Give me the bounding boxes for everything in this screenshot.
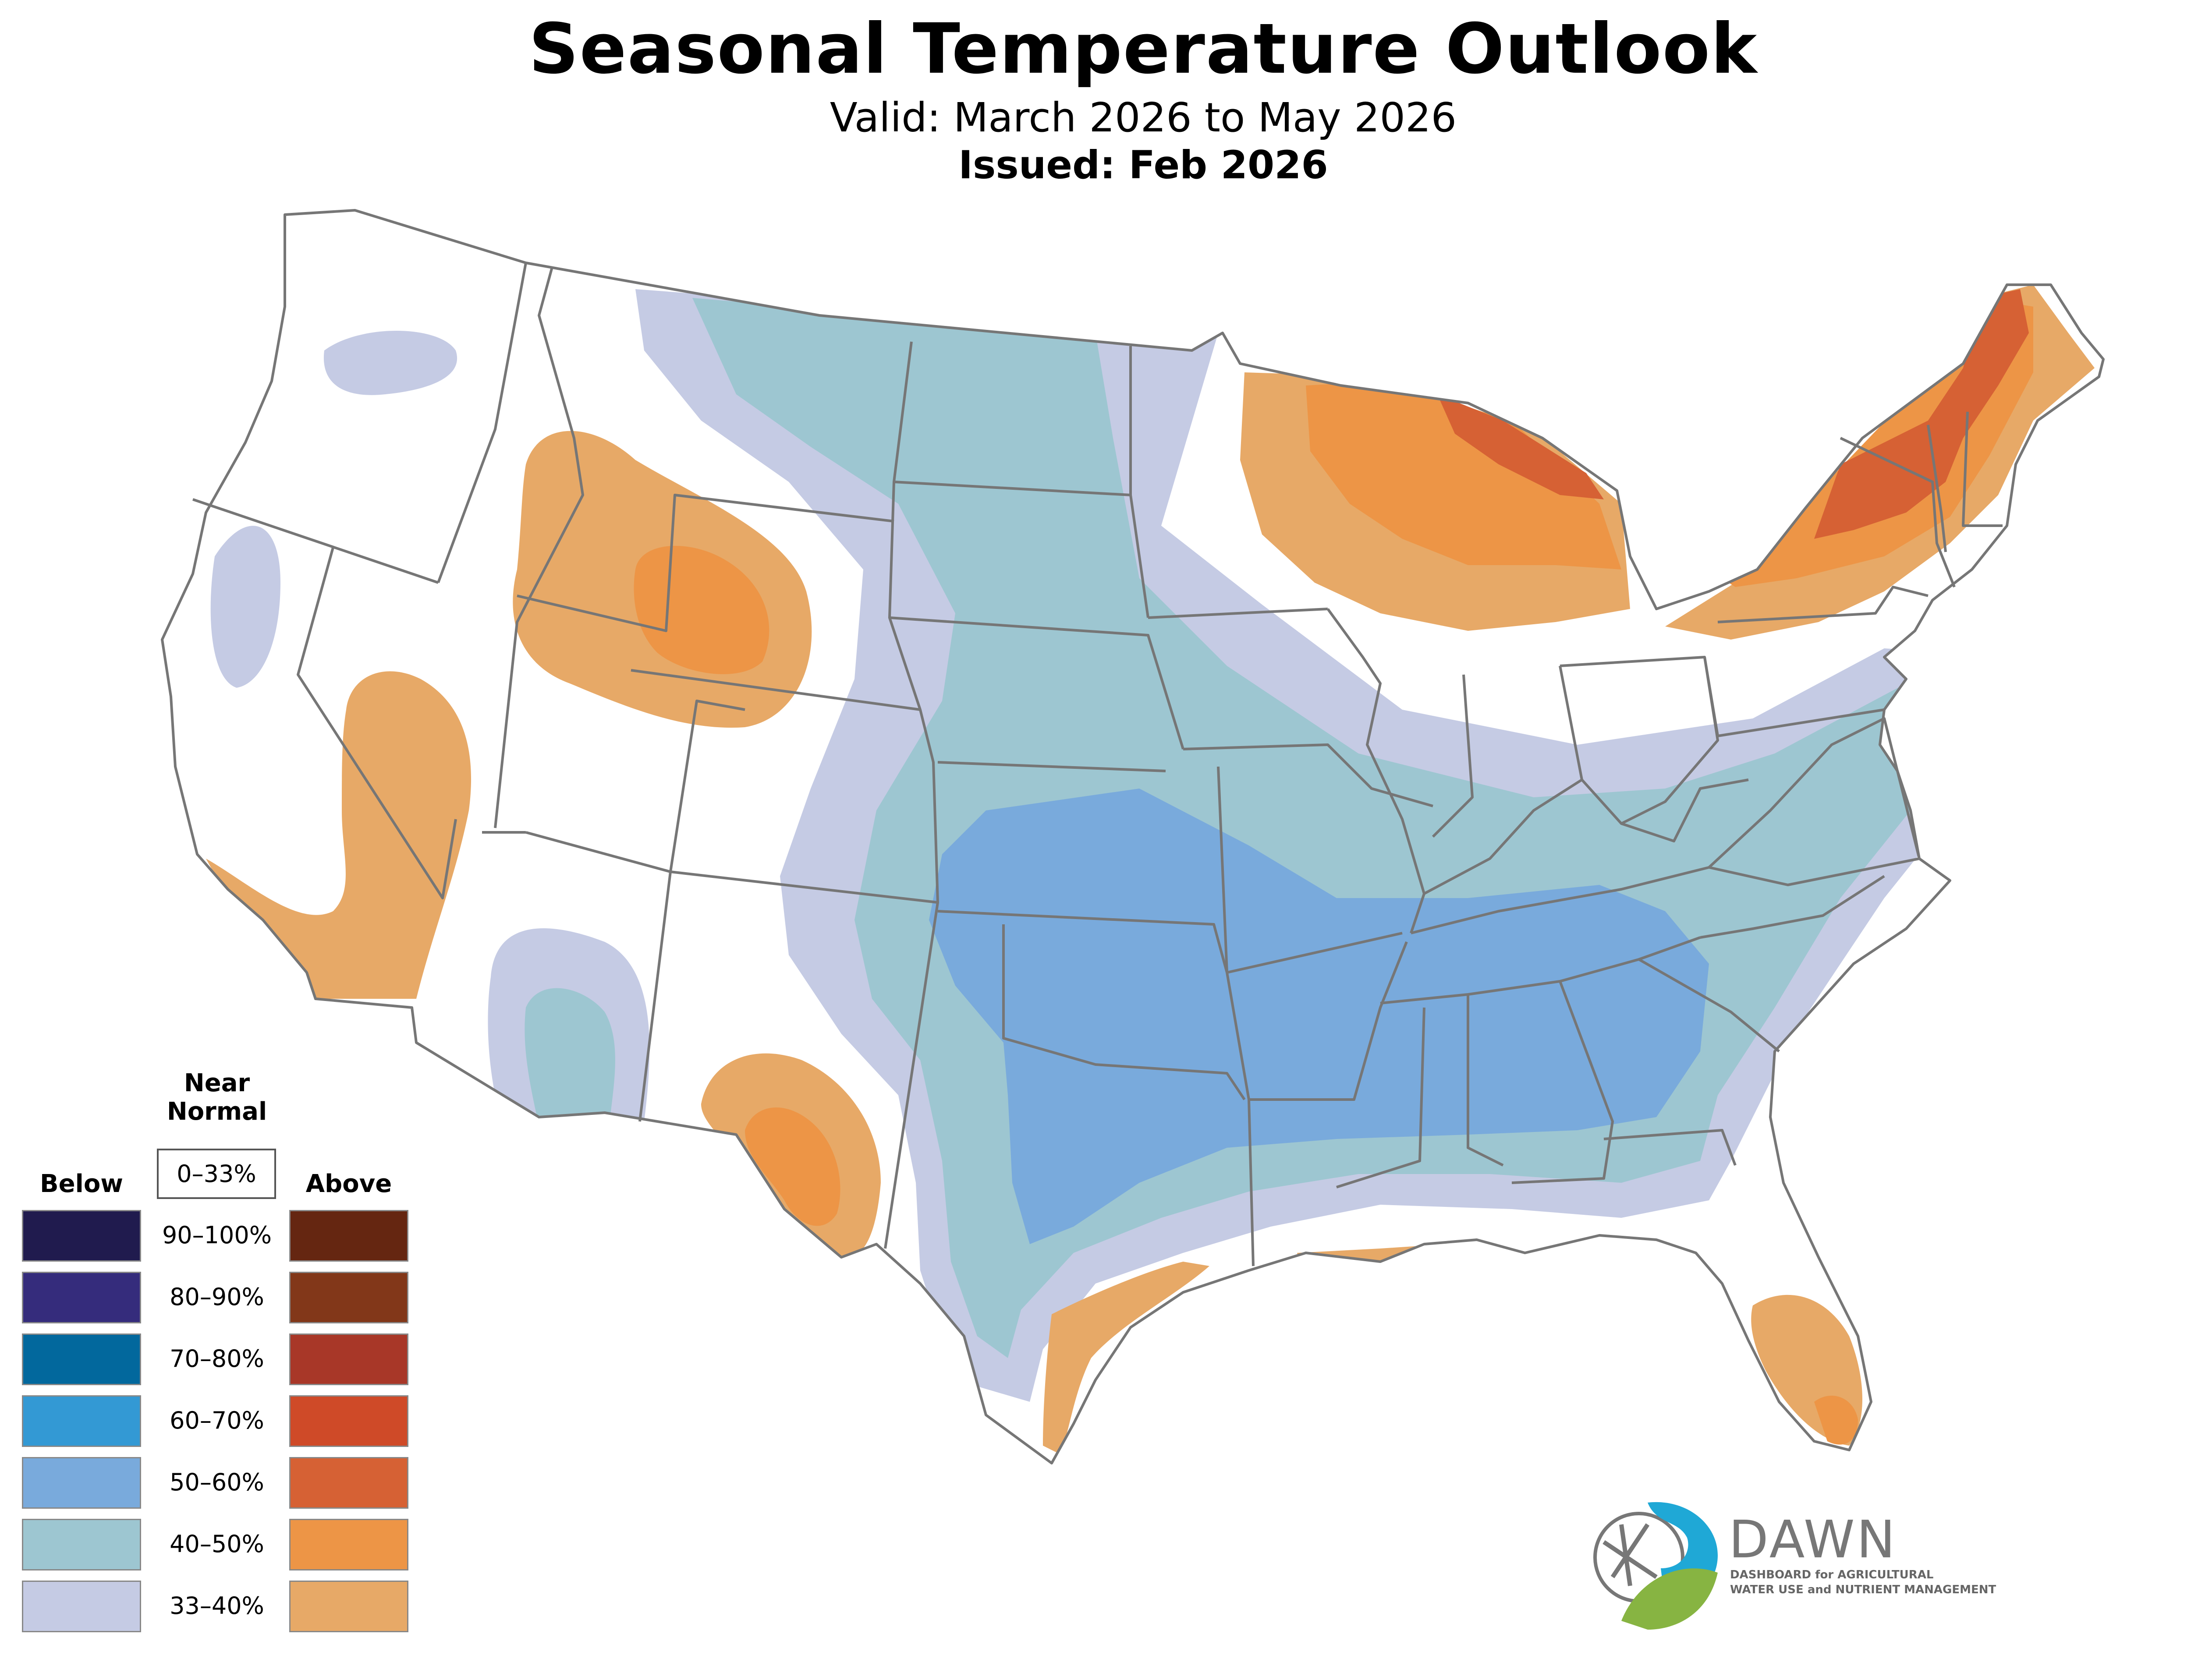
above-40-50-wyoming xyxy=(634,546,769,674)
legend-below-swatch xyxy=(22,1272,141,1323)
legend-below-swatch xyxy=(22,1519,141,1570)
legend-above-heading: Above xyxy=(305,1170,392,1198)
below-33-40-california xyxy=(210,526,280,688)
map-title: Seasonal Temperature Outlook xyxy=(528,9,1758,89)
legend-range-label: 90–100% xyxy=(162,1221,272,1249)
above-33-40-southwest xyxy=(206,671,472,999)
logo-line1: DASHBOARD for AGRICULTURAL xyxy=(1730,1568,1934,1581)
below-40-50-arizona xyxy=(525,988,615,1126)
legend-above-swatch xyxy=(289,1272,408,1323)
legend-above-swatch xyxy=(289,1519,408,1570)
legend-near-normal-heading: Near Normal xyxy=(149,1069,285,1126)
above-33-40-gulf-coast xyxy=(1043,1262,1209,1454)
above-40-50-florida xyxy=(1814,1395,1858,1445)
legend-below-heading: Below xyxy=(39,1170,124,1198)
legend-near-normal-heading-line2: Normal xyxy=(167,1097,267,1126)
legend-range-label: 33–40% xyxy=(170,1592,264,1620)
legend-above-swatch xyxy=(289,1210,408,1262)
issued-date: Issued: Feb 2026 xyxy=(958,142,1328,187)
legend-above-swatch xyxy=(289,1457,408,1509)
above-40-50-texas-west xyxy=(745,1107,840,1226)
below-33-40-northwest xyxy=(323,331,457,395)
legend-range-label: 50–60% xyxy=(170,1468,264,1496)
logo-line2: WATER USE and NUTRIENT MANAGEMENT xyxy=(1730,1583,1996,1596)
below-50-60-south xyxy=(929,789,1709,1244)
legend-above-swatch xyxy=(289,1581,408,1632)
legend-range-label: 70–80% xyxy=(170,1345,264,1372)
legend-range-label: 40–50% xyxy=(170,1530,264,1558)
near-normal-range: 0–33% xyxy=(157,1149,276,1199)
legend-near-normal-heading-line1: Near xyxy=(184,1069,250,1097)
above-40-50-great-lakes xyxy=(1306,381,1621,569)
us-state-boundaries xyxy=(161,209,2105,1464)
valid-period: Valid: March 2026 to May 2026 xyxy=(830,94,1457,141)
legend-range-label: 80–90% xyxy=(170,1283,264,1311)
legend-below-swatch xyxy=(22,1581,141,1632)
legend-below-swatch xyxy=(22,1333,141,1385)
legend-range-label: 60–70% xyxy=(170,1407,264,1434)
legend-below-swatch xyxy=(22,1457,141,1509)
legend-above-swatch xyxy=(289,1333,408,1385)
dawn-logo-icon xyxy=(1593,1502,1718,1630)
legend-above-swatch xyxy=(289,1395,408,1447)
us-outline xyxy=(161,209,2105,1464)
legend-below-swatch xyxy=(22,1210,141,1262)
logo-name: DAWN xyxy=(1729,1509,1897,1570)
above-50-60-northeast xyxy=(1814,289,2029,539)
legend-below-swatch xyxy=(22,1395,141,1447)
above-50-60-upper-michigan xyxy=(1437,394,1604,499)
